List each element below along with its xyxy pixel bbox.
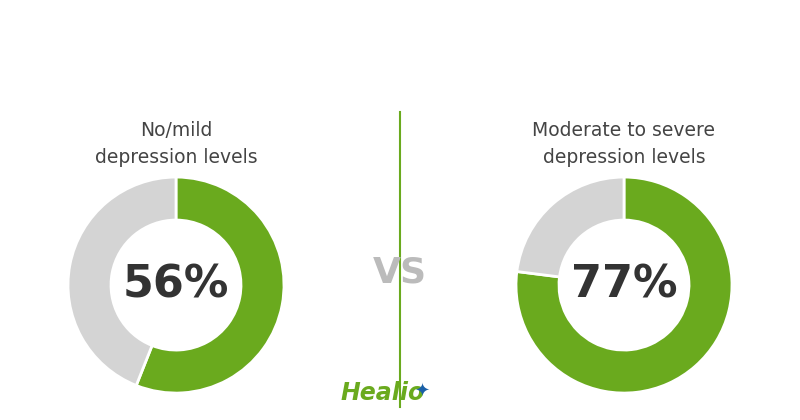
Wedge shape (136, 177, 284, 393)
Text: No/mild
depression levels: No/mild depression levels (94, 121, 258, 167)
Wedge shape (516, 177, 732, 393)
Text: Moderate to severe
depression levels: Moderate to severe depression levels (533, 121, 715, 167)
Text: Patients above the PLR marker that
signaled high levels of inflammation (PLR ≥ 5: Patients above the PLR marker that signa… (132, 26, 668, 73)
Wedge shape (517, 177, 624, 277)
Text: 56%: 56% (123, 264, 229, 307)
Text: ✦: ✦ (414, 383, 429, 401)
Text: 77%: 77% (570, 264, 678, 307)
Wedge shape (68, 177, 176, 386)
Text: VS: VS (373, 255, 427, 289)
Text: Healio: Healio (340, 381, 425, 405)
